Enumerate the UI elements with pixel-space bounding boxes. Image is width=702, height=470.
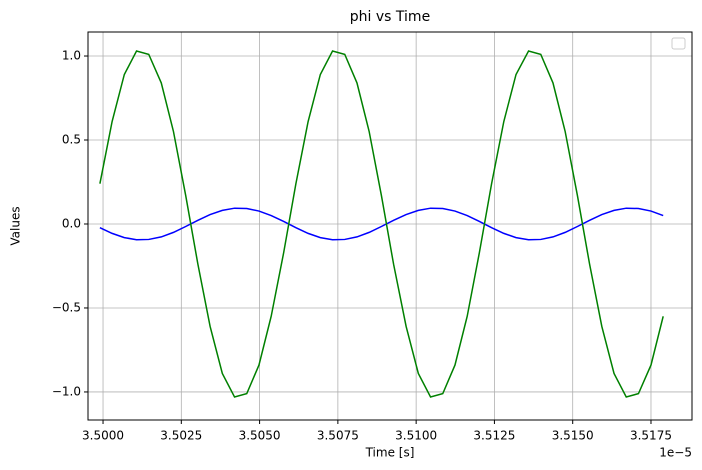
- x-tick-label: 3.5050: [239, 429, 281, 443]
- y-tick-label: −0.5: [52, 300, 81, 314]
- y-tick-label: 0.5: [62, 133, 81, 147]
- x-tick-label: 3.5025: [160, 429, 202, 443]
- x-offset-label: 1e−5: [659, 446, 692, 460]
- y-tick-label: −1.0: [52, 384, 81, 398]
- y-tick-label: 0.0: [62, 216, 81, 230]
- y-tick-label: 1.0: [62, 49, 81, 63]
- chart-title: phi vs Time: [350, 9, 430, 25]
- series-line: [99, 50, 664, 398]
- x-axis-label: Time [s]: [365, 446, 415, 460]
- x-tick-label: 3.5075: [317, 429, 359, 443]
- legend-box: [671, 37, 686, 50]
- x-tick-label: 3.5150: [552, 429, 594, 443]
- x-tick-label: 3.5000: [82, 429, 124, 443]
- series-line: [99, 207, 664, 241]
- axes-frame: [87, 31, 693, 421]
- x-tick-label: 3.5175: [630, 429, 672, 443]
- x-tick-label: 3.5100: [395, 429, 437, 443]
- y-axis-label: Values: [9, 206, 23, 245]
- x-tick-label: 3.5125: [473, 429, 515, 443]
